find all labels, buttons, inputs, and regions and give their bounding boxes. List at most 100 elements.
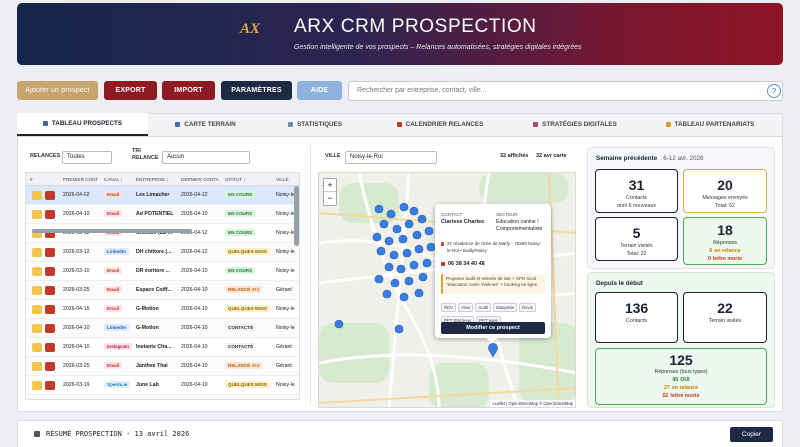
tab[interactable]: STATISTIQUES — [263, 113, 367, 136]
map-marker — [399, 292, 409, 302]
table-row[interactable]: 2026-03-19 Spenta.ie June Lab 2026-04-10 QUE… — [26, 376, 299, 395]
search-input[interactable]: Rechercher par entreprise, contact, vill… — [348, 81, 783, 101]
zoom-in[interactable]: + — [324, 179, 336, 192]
dead-count: 0 — [707, 256, 711, 262]
section-title-text: Semaine précédente — [596, 155, 658, 162]
stat-value: 136 — [624, 300, 649, 316]
edit-button[interactable] — [32, 343, 42, 352]
delete-button[interactable] — [45, 381, 55, 390]
table-row[interactable]: 2026-03-25EmailL'Aventura2026-04-10RELAN… — [26, 395, 299, 399]
table-cell: 2026-03-25 — [63, 395, 103, 399]
delete-button[interactable] — [45, 248, 55, 257]
cell-text: G-Motion — [136, 306, 159, 312]
delete-button[interactable] — [45, 343, 55, 352]
filter-select[interactable]: Aucun — [162, 151, 250, 164]
table-cell: 2026-04-10 — [63, 319, 103, 338]
table-cell: RELANCÉ J+1 — [225, 281, 275, 300]
map-count: 32 affichés — [500, 153, 529, 159]
cell-text: 2026-04-10 — [181, 287, 208, 293]
zoom-out[interactable]: − — [327, 193, 333, 203]
column-header: VILLE — [276, 177, 289, 182]
table-row[interactable]: 2026-04-15 Email G-Motion 2026-04-10 QUELQUE… — [26, 300, 299, 319]
edit-button[interactable] — [32, 286, 42, 295]
map-marker — [426, 242, 436, 252]
map-marker — [418, 272, 428, 282]
tab[interactable]: CALENDRIER RELANCES — [367, 113, 513, 136]
tab[interactable]: TABLEAU PARTENARIATS — [637, 113, 783, 136]
edit-button[interactable] — [32, 267, 42, 276]
table-cell: Email — [104, 300, 135, 319]
map[interactable]: + − Leaflet | OpenStreetMap © OpenStreetMa… — [318, 172, 576, 408]
delete-button[interactable] — [45, 267, 55, 276]
table-cell: L'Aventura — [136, 395, 180, 399]
edit-button[interactable] — [32, 248, 42, 257]
edit-button[interactable] — [32, 305, 42, 314]
cell-text: 2026-03-25 — [63, 287, 90, 293]
table-cell: Noisy-le — [276, 186, 299, 205]
edit-button[interactable] — [32, 210, 42, 219]
toolbar-button[interactable]: PARAMÈTRES — [221, 81, 292, 100]
prospect-table: # PREMIER CONT CANAL ↕ ENTREPRISE ↕ DERNIER … — [25, 172, 300, 400]
delete-button[interactable] — [45, 305, 55, 314]
table-row[interactable]: 2026-04-10 Email Ad POTENTIEL 2026-04-10 EN … — [26, 205, 299, 224]
table-row[interactable]: 2026-03-12 LinkedIn DH chittore (... 2026-0… — [26, 243, 299, 262]
delete-button[interactable] — [45, 210, 55, 219]
table-cell: LinkedIn — [104, 243, 135, 262]
channel-badge: Email — [104, 286, 123, 293]
tab-label: TABLEAU PARTENARIATS — [674, 121, 755, 128]
tab[interactable]: TABLEAU PROSPECTS — [17, 113, 148, 136]
table-cell: Chokate (LS ... — [136, 224, 180, 243]
popup-button[interactable]: Modifier ce prospect — [441, 322, 545, 334]
table-cell: 2026-04-10 — [181, 376, 224, 395]
toolbar-button[interactable]: IMPORT — [162, 81, 215, 100]
toolbar-button[interactable]: Ajouter un prospect — [17, 81, 98, 100]
delete-button[interactable] — [45, 229, 55, 238]
edit-button[interactable] — [32, 191, 42, 200]
table-row[interactable]: 2026-04-02 Email Les Limacher 2026-04-12 EN … — [26, 186, 299, 205]
delete-button[interactable] — [45, 362, 55, 371]
toolbar-button[interactable]: AIDE — [297, 81, 342, 100]
table-cell: G-Motion — [136, 300, 180, 319]
table-cell: 2026-04-10 — [181, 338, 224, 357]
map-marker — [409, 260, 419, 270]
map-marker — [334, 319, 344, 329]
delete-button[interactable] — [45, 286, 55, 295]
map-marker — [396, 264, 406, 274]
table-cell: 2026-04-10 — [181, 205, 224, 224]
tab[interactable]: STRATÉGIES DIGITALES — [513, 113, 637, 136]
table-cell: 2026-04-10 — [181, 300, 224, 319]
edit-button[interactable] — [32, 381, 42, 390]
map-marker — [372, 232, 382, 242]
table-row[interactable]: 2026-03-25 Email Janthee Thai 2026-04-10 REL… — [26, 357, 299, 376]
delete-button[interactable] — [45, 191, 55, 200]
edit-button[interactable] — [32, 324, 42, 333]
edit-button[interactable] — [32, 229, 42, 238]
help-button[interactable]: ? — [767, 84, 781, 98]
table-row[interactable]: 2026-03-10 Email DR éoritore ... 2026-04-10… — [26, 262, 299, 281]
stat-value: 18 — [717, 222, 733, 238]
cell-text: G-Motion — [136, 325, 159, 331]
edit-button[interactable] — [32, 362, 42, 371]
table-row[interactable]: 2026-04-10 Instagram Instants Cha... 2026-0… — [26, 338, 299, 357]
table-row[interactable]: 2026-04-10 LinkedIn G-Motion 2026-04-10 CONT… — [26, 319, 299, 338]
table-row[interactable]: 2026-03-25 Email Espace Coiff... 2026-04-10… — [26, 281, 299, 300]
table-row[interactable]: 2026-03-12 EmailChokate (LS ... 2026-04-12… — [26, 224, 299, 243]
delete-button[interactable] — [45, 324, 55, 333]
table-cell: 2026-03-25 — [63, 357, 103, 376]
map-marker — [414, 244, 424, 254]
map-marker — [374, 274, 384, 284]
copy-button[interactable]: Copier — [730, 427, 773, 442]
tab[interactable]: CARTE TERRAIN — [148, 113, 263, 136]
app-title: ARX CRM PROSPECTION — [294, 16, 537, 37]
map-select[interactable]: Noisy-le-Roi — [345, 151, 437, 164]
table-cell: 2026-03-12 — [63, 224, 103, 243]
toolbar-button[interactable]: EXPORT — [104, 81, 157, 100]
cell-text: Gérant — [276, 287, 292, 293]
channel-badge: LinkedIn — [104, 248, 129, 255]
cell-text: 2026-03-25 — [63, 363, 90, 369]
filter-select[interactable]: Toutes — [62, 151, 112, 164]
section-title: Semaine précédente 6-12 avr. 2026 — [596, 155, 704, 162]
table-cell: DR éoritore ... — [136, 262, 180, 281]
popup-address: 27 résidence de Orée de Marly - 78390 No… — [447, 241, 542, 253]
